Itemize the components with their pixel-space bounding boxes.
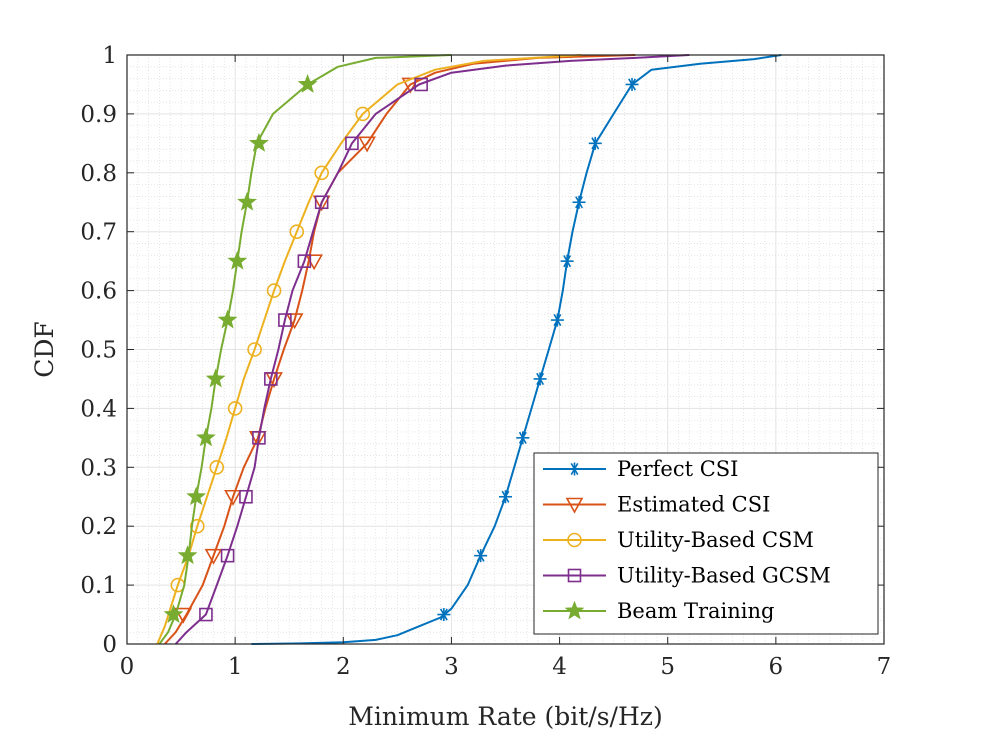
y-tick-label: 0.9	[80, 102, 117, 128]
y-axis-ticks: 0 0.1 0.2 0.3 0.4 0.5 0.6 0.7 0.8 0.9 1	[80, 43, 884, 658]
series-line	[158, 54, 452, 645]
x-tick-label: 4	[552, 654, 567, 680]
series-point	[174, 607, 193, 624]
series-0	[251, 54, 782, 645]
series-point	[625, 77, 639, 91]
y-tick-label: 0.2	[80, 514, 117, 540]
legend-box	[533, 452, 879, 635]
series-point	[239, 489, 253, 504]
series-point	[237, 191, 257, 211]
series-3	[174, 54, 690, 645]
series-point	[204, 548, 223, 565]
legend-marker	[567, 568, 582, 583]
legend-label: Beam Training	[617, 599, 774, 623]
y-tick-label: 0.6	[80, 279, 117, 305]
series-2	[156, 54, 582, 645]
series-point	[217, 309, 238, 329]
legend-marker	[564, 600, 585, 620]
series-point	[588, 136, 602, 150]
series-point	[414, 77, 428, 92]
x-tick-label: 6	[769, 654, 784, 680]
x-tick-label: 5	[660, 654, 675, 680]
series-point	[358, 136, 376, 153]
series-point	[224, 489, 242, 506]
series-point	[177, 545, 198, 565]
legend-marker	[565, 497, 584, 514]
series-point	[289, 224, 305, 239]
x-tick-label: 7	[877, 654, 892, 680]
series-point	[314, 195, 329, 210]
series-point	[249, 132, 269, 152]
legend-label: Estimated CSI	[617, 493, 770, 517]
y-tick-label: 0.4	[80, 396, 117, 422]
series-point	[437, 608, 451, 622]
legend-label: Utility-Based GCSM	[617, 564, 831, 588]
series-point	[264, 372, 278, 386]
y-tick-label: 0.7	[80, 220, 117, 246]
x-axis-label: Minimum Rate (bit/s/Hz)	[348, 702, 662, 731]
series-point	[560, 254, 574, 268]
series-point	[227, 250, 248, 270]
series-line	[251, 54, 782, 645]
series-point	[533, 372, 547, 386]
series-line	[156, 54, 582, 645]
series-point	[163, 604, 184, 623]
legend-marker	[567, 532, 582, 548]
x-tick-label: 1	[228, 654, 243, 680]
series-point	[196, 427, 216, 447]
legend-label: Utility-Based CSM	[617, 528, 814, 552]
series-point	[220, 548, 235, 563]
series-point	[278, 313, 292, 327]
series-4	[158, 54, 452, 645]
x-axis-ticks: 0 1 2 3 4 5 6 7	[120, 55, 892, 680]
series-point	[572, 195, 586, 209]
series-line	[174, 54, 690, 645]
series-point	[314, 165, 329, 181]
x-tick-label: 0	[120, 654, 135, 680]
series-point	[297, 254, 312, 268]
y-tick-label: 0.1	[80, 573, 117, 599]
series-point	[297, 74, 318, 93]
series-point	[474, 549, 488, 563]
series-point	[499, 490, 512, 504]
legend-entry: Beam Training	[543, 599, 774, 623]
series-point	[186, 486, 207, 506]
y-tick-label: 0.8	[80, 161, 117, 187]
series-point	[199, 607, 213, 622]
legend-entry: Perfect CSI	[543, 457, 738, 481]
x-tick-label: 2	[336, 654, 351, 680]
series-point	[209, 459, 225, 475]
legend-entry: Estimated CSI	[543, 493, 770, 517]
series-point	[550, 313, 564, 327]
legend-entry: Utility-Based GCSM	[543, 564, 831, 588]
series-point	[247, 342, 262, 357]
series-point	[252, 431, 266, 445]
y-tick-label: 1	[102, 43, 117, 69]
series-line	[164, 54, 636, 645]
series-point	[516, 431, 530, 445]
series-point	[227, 401, 243, 416]
series-point	[205, 368, 226, 388]
series-point	[266, 283, 282, 298]
y-tick-label: 0	[102, 632, 117, 658]
legend: Perfect CSI Estimated CSI Utility-Based CS…	[533, 452, 879, 635]
series-point	[189, 518, 205, 534]
legend-marker	[568, 462, 581, 476]
legend-label: Perfect CSI	[617, 457, 738, 481]
series-point	[355, 106, 371, 122]
legend-entry: Utility-Based CSM	[543, 528, 814, 552]
y-axis-label: CDF	[30, 321, 59, 378]
y-tick-label: 0.5	[80, 338, 117, 364]
x-tick-label: 3	[444, 654, 459, 680]
series-point	[345, 136, 359, 151]
y-tick-label: 0.3	[80, 455, 117, 481]
series-layer	[156, 54, 782, 645]
